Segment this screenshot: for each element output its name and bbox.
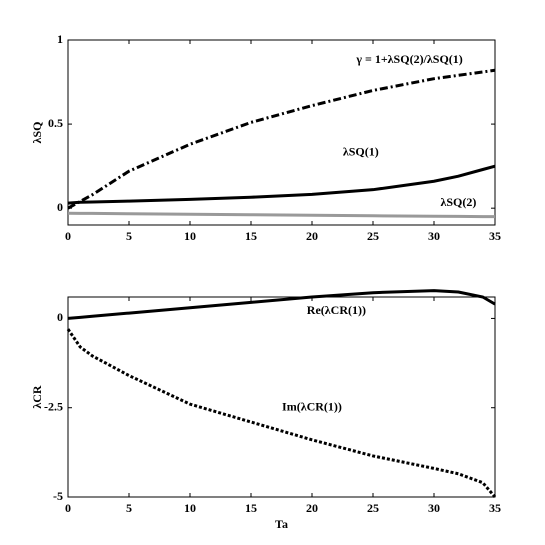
series-label: Re(λCR(1)) (307, 303, 366, 317)
series-label: λSQ(2) (440, 195, 476, 209)
data-line (67, 68, 496, 210)
y-tick-label: 1 (57, 32, 63, 46)
x-tick-label: 10 (184, 501, 196, 515)
x-tick-label: 25 (367, 229, 379, 243)
series-label: λSQ(1) (343, 144, 379, 158)
y-tick-label: 0.5 (48, 116, 63, 130)
y-axis-label: λCR (30, 385, 44, 409)
x-tick-label: 10 (184, 229, 196, 243)
x-tick-label: 5 (126, 501, 132, 515)
x-tick-label: 35 (489, 229, 501, 243)
x-axis-label: Ta (275, 517, 288, 531)
y-tick-label: -2.5 (44, 399, 63, 413)
data-line (67, 289, 496, 320)
axes-box (67, 296, 496, 498)
data-line (67, 164, 496, 205)
x-tick-label: 5 (126, 229, 132, 243)
x-tick-label: 30 (428, 229, 440, 243)
x-tick-label: 35 (489, 501, 501, 515)
x-tick-label: 0 (65, 229, 71, 243)
y-tick-label: -5 (53, 489, 63, 503)
x-tick-label: 30 (428, 501, 440, 515)
y-axis-label: λSQ (30, 122, 44, 144)
x-tick-label: 0 (65, 501, 71, 515)
x-tick-label: 15 (245, 229, 257, 243)
y-tick-label: 0 (57, 200, 63, 214)
x-tick-label: 20 (306, 501, 318, 515)
series-label: Im(λCR(1)) (282, 399, 342, 413)
axes-box (67, 39, 496, 226)
x-tick-label: 20 (306, 229, 318, 243)
x-tick-label: 15 (245, 501, 257, 515)
series-label: γ = 1+λSQ(2)/λSQ(1) (355, 52, 462, 66)
data-line (66, 328, 497, 498)
y-tick-label: 0 (57, 310, 63, 324)
data-line (67, 211, 495, 219)
x-tick-label: 25 (367, 501, 379, 515)
